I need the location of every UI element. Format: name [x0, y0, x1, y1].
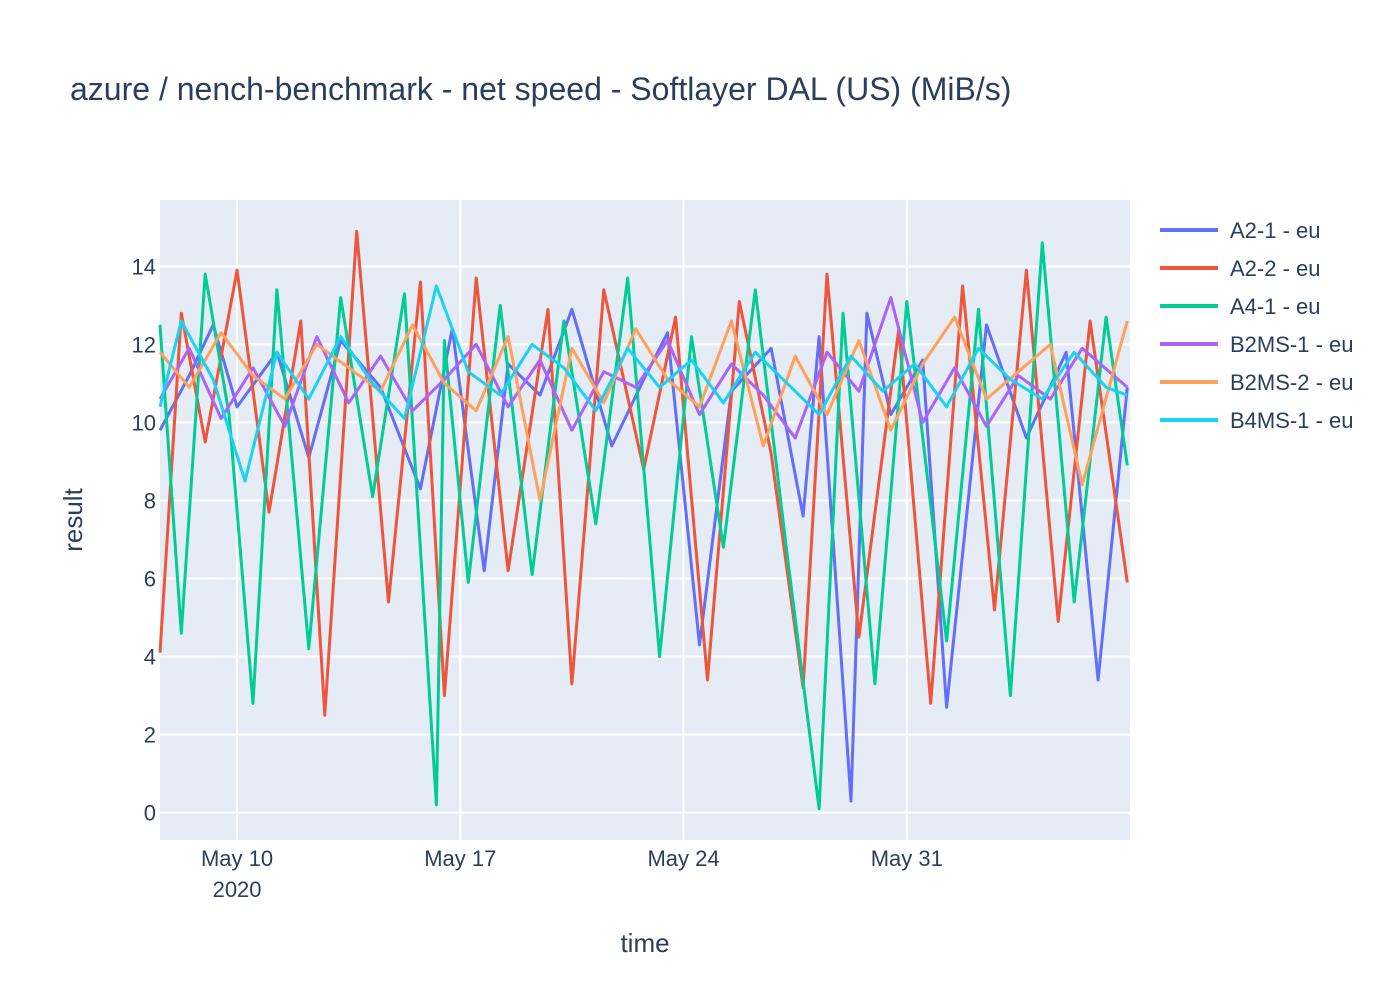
y-axis-title: result: [58, 487, 88, 551]
y-tick-label: 4: [144, 645, 156, 670]
legend-label[interactable]: B2MS-1 - eu: [1230, 332, 1354, 357]
legend-label[interactable]: B4MS-1 - eu: [1230, 408, 1354, 433]
series-line-a2-2-eu[interactable]: [158, 229, 1129, 717]
y-tick-label: 10: [132, 410, 156, 435]
legend-label[interactable]: A2-2 - eu: [1230, 256, 1321, 281]
legend-label[interactable]: B2MS-2 - eu: [1230, 370, 1354, 395]
y-tick-label: 14: [132, 254, 156, 279]
x-tick-label: May 31: [871, 846, 943, 871]
y-tick-label: 0: [144, 801, 156, 826]
y-tick-label: 6: [144, 567, 156, 592]
y-tick-label: 2: [144, 723, 156, 748]
series-line-b4ms-1-eu[interactable]: [158, 284, 1128, 483]
x-tick-label: May 17: [424, 846, 496, 871]
x-tick-year-label: 2020: [213, 877, 262, 902]
x-axis-title: time: [620, 928, 669, 958]
series-line-a4-1-eu[interactable]: [158, 241, 1129, 811]
series-line-b2ms-1-eu[interactable]: [158, 296, 1129, 440]
legend-label[interactable]: A4-1 - eu: [1230, 294, 1321, 319]
series-traces: [158, 229, 1129, 811]
y-tick-label: 8: [144, 488, 156, 513]
x-tick-label: May 24: [647, 846, 719, 871]
y-tick-label: 12: [132, 332, 156, 357]
x-tick-label: May 10: [201, 846, 273, 871]
legend: A2-1 - eu A2-2 - eu A4-1 - eu B2MS-1 - eu B2…: [1160, 218, 1354, 433]
series-line-b2ms-2-eu[interactable]: [158, 315, 1129, 502]
legend-label[interactable]: A2-1 - eu: [1230, 218, 1321, 243]
x-axis-ticks: May 10 2020 May 17 May 24 May 31: [201, 846, 943, 902]
chart-title: azure / nench-benchmark - net speed - So…: [70, 71, 1011, 107]
y-axis-ticks: 0 2 4 6 8 10 12 14: [132, 254, 156, 825]
